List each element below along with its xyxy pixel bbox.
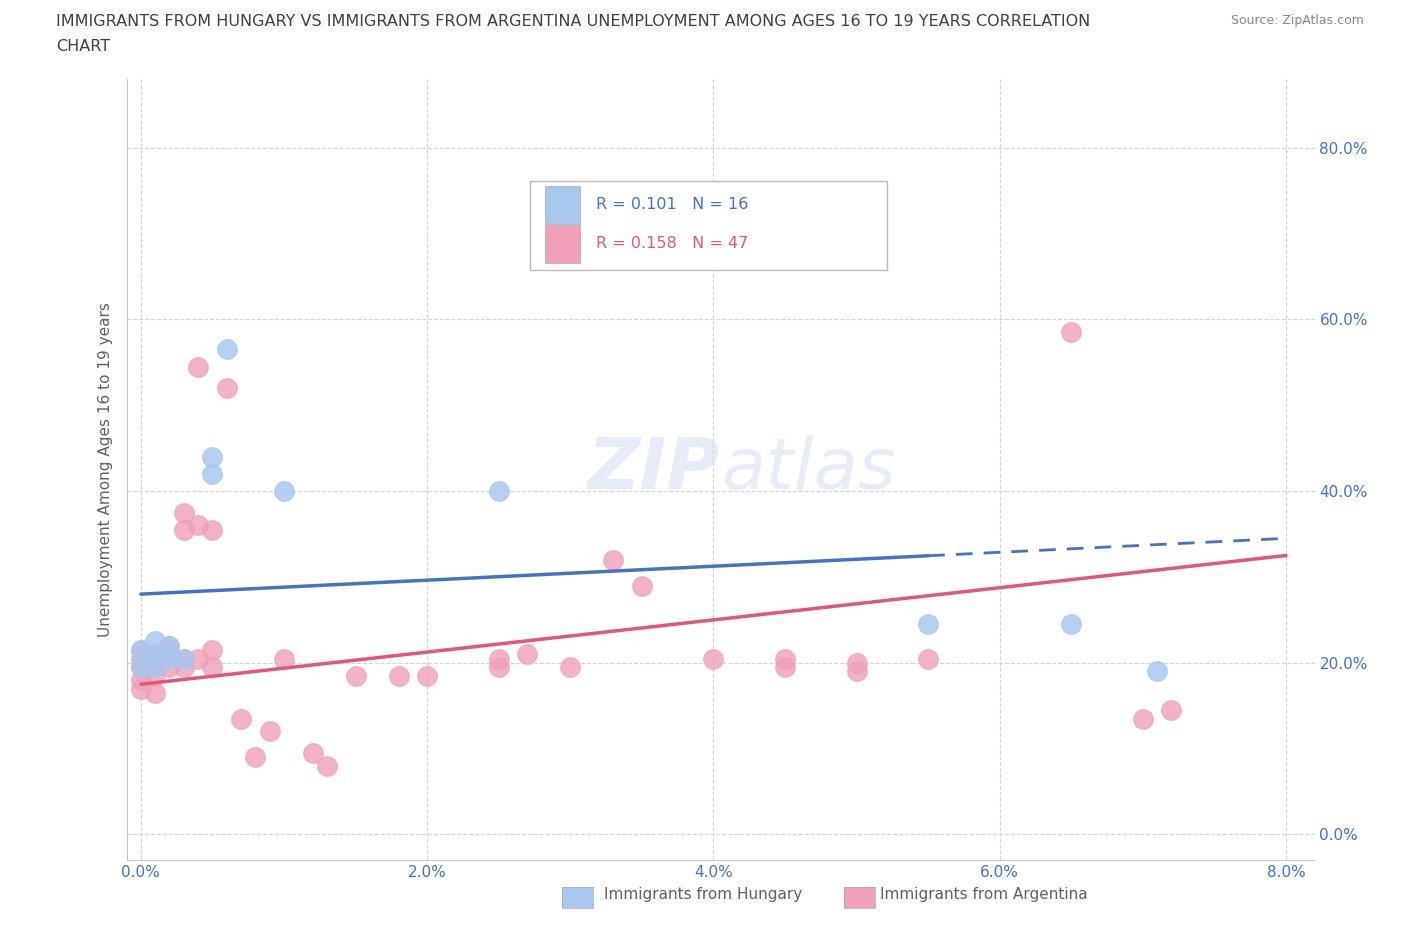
Text: R = 0.158   N = 47: R = 0.158 N = 47 (596, 235, 748, 250)
Point (173, 659, 195, 674)
Point (516, 646, 538, 661)
Point (143, 646, 166, 661)
Point (143, 634, 166, 649)
Point (702, 651, 724, 666)
Text: ZIP: ZIP (588, 435, 721, 504)
Point (201, 523, 224, 538)
Point (159, 638, 181, 653)
Point (129, 681, 152, 696)
Point (159, 646, 181, 661)
Text: IMMIGRANTS FROM HUNGARY VS IMMIGRANTS FROM ARGENTINA UNEMPLOYMENT AMONG AGES 16 : IMMIGRANTS FROM HUNGARY VS IMMIGRANTS FR… (56, 14, 1091, 29)
Point (129, 643, 152, 658)
Point (488, 651, 510, 666)
Point (159, 651, 181, 666)
Point (129, 643, 152, 658)
Point (159, 638, 181, 653)
Text: Source: ZipAtlas.com: Source: ZipAtlas.com (1230, 14, 1364, 27)
Point (387, 669, 409, 684)
Point (215, 380, 238, 395)
Point (129, 651, 152, 666)
Point (129, 659, 152, 674)
Point (1160, 702, 1182, 717)
Text: Immigrants from Argentina: Immigrants from Argentina (880, 887, 1088, 902)
Point (201, 449, 224, 464)
Point (173, 651, 195, 666)
Point (201, 467, 224, 482)
Point (845, 664, 868, 679)
Point (143, 685, 166, 700)
Point (488, 659, 510, 674)
Point (602, 552, 624, 567)
Point (1132, 711, 1154, 726)
Point (245, 750, 267, 764)
Point (773, 659, 796, 674)
Point (143, 659, 166, 674)
Point (1060, 325, 1083, 339)
Point (187, 518, 209, 533)
Point (173, 651, 195, 666)
Bar (544, 225, 581, 262)
Point (845, 656, 868, 671)
Point (273, 484, 295, 498)
Point (1060, 617, 1083, 631)
Point (631, 578, 654, 593)
Point (416, 669, 439, 684)
Point (1146, 664, 1168, 679)
Text: Immigrants from Hungary: Immigrants from Hungary (603, 887, 803, 902)
Point (560, 659, 582, 674)
Point (129, 672, 152, 687)
Y-axis label: Unemployment Among Ages 16 to 19 years: Unemployment Among Ages 16 to 19 years (97, 302, 112, 637)
Bar (544, 186, 581, 223)
Text: atlas: atlas (721, 435, 896, 504)
Point (143, 656, 166, 671)
Point (201, 643, 224, 658)
Point (173, 523, 195, 538)
Point (229, 711, 252, 726)
Point (773, 651, 796, 666)
Point (917, 617, 939, 631)
Point (273, 651, 295, 666)
Point (187, 359, 209, 374)
Point (201, 659, 224, 674)
Point (917, 651, 939, 666)
FancyBboxPatch shape (530, 180, 887, 271)
Point (187, 651, 209, 666)
Text: CHART: CHART (56, 39, 110, 54)
Point (173, 505, 195, 520)
Point (159, 659, 181, 674)
Point (215, 342, 238, 357)
Point (143, 646, 166, 661)
Point (488, 484, 510, 498)
Point (143, 669, 166, 684)
Text: R = 0.101   N = 16: R = 0.101 N = 16 (596, 196, 748, 211)
Point (301, 746, 323, 761)
Point (259, 724, 281, 739)
Point (129, 659, 152, 674)
Point (316, 758, 339, 773)
Point (344, 669, 367, 684)
